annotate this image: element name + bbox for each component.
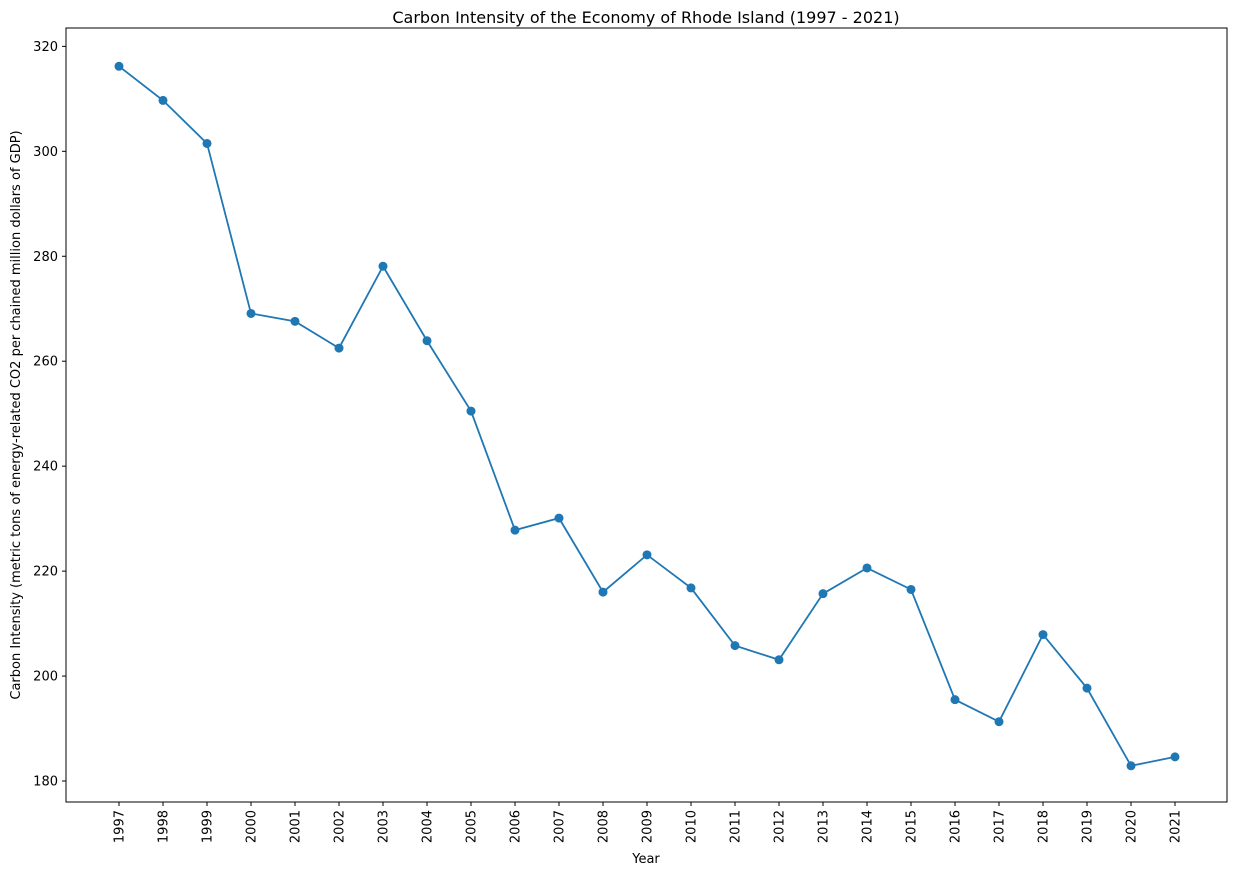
- x-tick-label: 1998: [157, 810, 172, 843]
- x-tick-label: 2007: [553, 810, 568, 843]
- x-tick-label: 2003: [377, 810, 392, 843]
- x-axis: 1997 1998 1999 2000 2001 2002 2003 2004 2005 2006…: [113, 802, 1184, 843]
- data-point: [334, 343, 344, 353]
- data-point: [818, 589, 828, 599]
- x-tick-label: 2020: [1125, 810, 1140, 843]
- data-point: [642, 550, 652, 560]
- x-tick-label: 2005: [465, 810, 480, 843]
- data-point: [1082, 683, 1092, 693]
- x-tick-label: 1997: [113, 810, 128, 843]
- y-axis-label: Carbon Intensity (metric tons of energy-…: [9, 130, 24, 699]
- data-point: [1038, 630, 1048, 640]
- x-tick-label: 2021: [1169, 810, 1184, 843]
- y-tick-label: 200: [33, 670, 58, 685]
- data-point: [114, 61, 124, 71]
- data-point: [290, 316, 300, 326]
- x-tick-label: 2012: [773, 810, 788, 843]
- data-point: [906, 584, 916, 594]
- chart-title: Carbon Intensity of the Economy of Rhode…: [392, 8, 899, 27]
- x-tick-label: 2014: [861, 810, 876, 843]
- data-point: [422, 336, 432, 346]
- series-line: [118, 65, 1176, 767]
- plot-frame: [65, 27, 1228, 803]
- x-tick-label: 2001: [289, 810, 304, 843]
- y-tick-label: 320: [33, 40, 58, 55]
- data-point: [158, 95, 168, 105]
- y-tick-label: 260: [33, 355, 58, 370]
- y-tick-label: 240: [33, 460, 58, 475]
- x-tick-label: 2000: [245, 810, 260, 843]
- x-tick-label: 2002: [333, 810, 348, 843]
- data-point: [1170, 752, 1180, 762]
- data-point: [730, 641, 740, 651]
- x-tick-label: 2004: [421, 810, 436, 843]
- data-point: [862, 563, 872, 573]
- x-tick-label: 2013: [817, 810, 832, 843]
- y-tick-label: 220: [33, 565, 58, 580]
- x-tick-label: 1999: [201, 810, 216, 843]
- data-point: [510, 525, 520, 535]
- x-axis-label: Year: [631, 852, 660, 867]
- x-tick-label: 2017: [993, 810, 1008, 843]
- x-tick-label: 2016: [949, 810, 964, 843]
- data-point: [246, 308, 256, 318]
- data-point: [378, 261, 388, 271]
- x-tick-label: 2009: [641, 810, 656, 843]
- y-tick-label: 300: [33, 145, 58, 160]
- data-point: [774, 655, 784, 665]
- y-tick-label: 280: [33, 250, 58, 265]
- data-point: [554, 513, 564, 523]
- y-axis: 180 200 220 240 260 280 300 320: [33, 40, 66, 790]
- x-tick-label: 2006: [509, 810, 524, 843]
- data-point: [686, 583, 696, 593]
- data-points: [114, 61, 1180, 771]
- x-tick-label: 2008: [597, 810, 612, 843]
- data-point: [466, 406, 476, 416]
- x-tick-label: 2018: [1037, 810, 1052, 843]
- x-tick-label: 2010: [685, 810, 700, 843]
- y-tick-label: 180: [33, 775, 58, 790]
- x-tick-label: 2011: [729, 810, 744, 843]
- x-tick-label: 2015: [905, 810, 920, 843]
- data-point: [950, 695, 960, 705]
- x-tick-label: 2019: [1081, 810, 1096, 843]
- data-point: [202, 138, 212, 148]
- data-point: [1126, 761, 1136, 771]
- data-point: [598, 587, 608, 597]
- data-point: [994, 717, 1004, 727]
